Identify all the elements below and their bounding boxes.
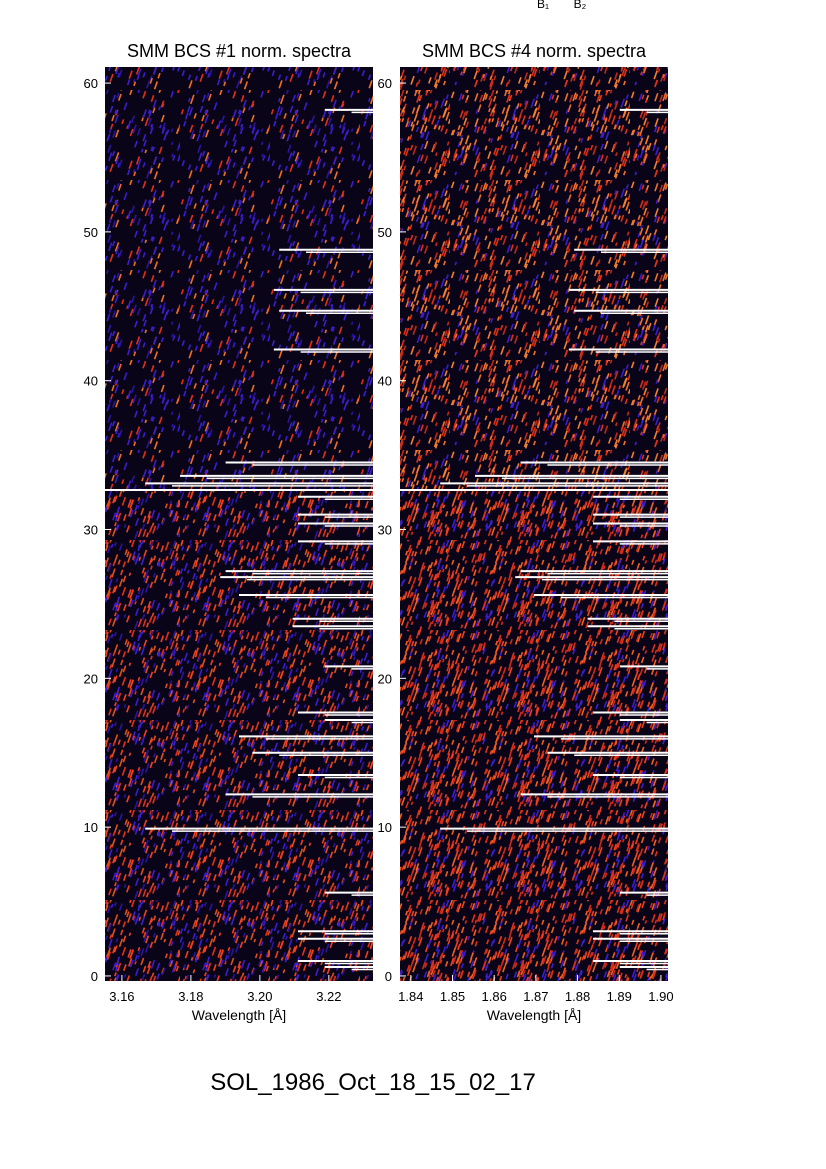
y-tick-label: 40 xyxy=(378,374,392,389)
y-tick-label: 10 xyxy=(84,820,98,835)
x-tick-label: 1.88 xyxy=(565,989,590,1004)
x-tick-label: 1.84 xyxy=(398,989,423,1004)
x-axis-label: Wavelength [Å] xyxy=(192,1007,286,1023)
y-tick-label: 50 xyxy=(378,225,392,240)
x-tick-label: 3.18 xyxy=(178,989,203,1004)
annotation: B₁ xyxy=(537,0,549,11)
x-tick-label: 1.89 xyxy=(607,989,632,1004)
panel: SMM BCS #4 norm. spectra Wavelength [Å] 1.… xyxy=(378,41,674,1023)
footer: SOL_1986_Oct_18_15_02_17 xyxy=(210,1069,536,1096)
x-tick-label: 1.85 xyxy=(440,989,465,1004)
spectra-image xyxy=(400,67,668,490)
annotation: B₂ xyxy=(574,0,587,11)
y-tick-label: 60 xyxy=(84,76,98,91)
x-tick-label: 1.86 xyxy=(482,989,507,1004)
y-tick-label: 20 xyxy=(378,671,392,686)
x-tick-label: 3.16 xyxy=(109,989,134,1004)
x-tick-label: 3.20 xyxy=(247,989,272,1004)
x-tick-label: 3.22 xyxy=(316,989,341,1004)
panel-title: SMM BCS #4 norm. spectra xyxy=(422,41,647,61)
x-tick-label: 1.90 xyxy=(648,989,673,1004)
y-tick-label: 30 xyxy=(378,523,392,538)
x-tick-label: 1.87 xyxy=(523,989,548,1004)
panel: SMM BCS #1 norm. spectra Wavelength [Å] 3.… xyxy=(84,41,373,1023)
y-tick-label: 50 xyxy=(84,225,98,240)
y-tick-label: 0 xyxy=(91,969,98,984)
y-tick-label: 30 xyxy=(84,523,98,538)
spectra-image xyxy=(105,67,373,490)
y-tick-label: 40 xyxy=(84,374,98,389)
y-tick-label: 20 xyxy=(84,671,98,686)
y-tick-label: 60 xyxy=(378,76,392,91)
x-axis-label: Wavelength [Å] xyxy=(487,1007,581,1023)
panel-title: SMM BCS #1 norm. spectra xyxy=(127,41,352,61)
y-tick-label: 0 xyxy=(385,969,392,984)
y-tick-label: 10 xyxy=(378,820,392,835)
